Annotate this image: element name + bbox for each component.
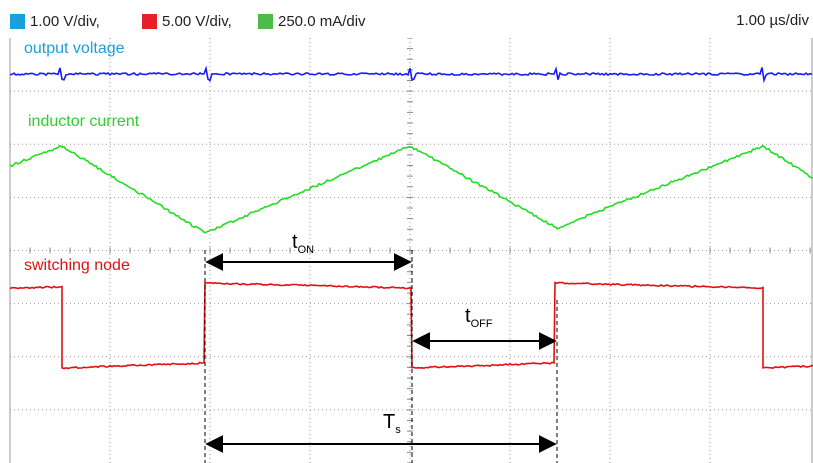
ts-label: Ts: [383, 411, 401, 436]
ton-label: tON: [292, 231, 314, 256]
channel-3-setting: 250.0 mA/div: [258, 12, 366, 30]
channel-2-color-swatch: [142, 14, 157, 29]
channel-2-scale: 5.00 V/div,: [162, 13, 232, 30]
timing-markers: tON tOFF Ts: [205, 231, 557, 463]
channel-3-scale: 250.0 mA/div: [278, 13, 366, 30]
inductor-current-label: inductor current: [28, 113, 140, 130]
channel-settings-bar: 1.00 V/div, 5.00 V/div, 250.0 mA/div 1.0…: [0, 0, 813, 40]
channel-3-color-swatch: [258, 14, 273, 29]
output-voltage-trace: [10, 68, 812, 81]
channel-2-setting: 5.00 V/div,: [142, 12, 232, 30]
timebase-readout: 1.00 µs/div: [736, 12, 809, 29]
channel-1-scale: 1.00 V/div,: [30, 13, 100, 30]
oscilloscope-display: output voltage inductor current switchin…: [0, 38, 813, 463]
channel-1-setting: 1.00 V/div,: [10, 12, 100, 30]
toff-label: tOFF: [465, 305, 493, 330]
switching-node-label: switching node: [24, 257, 130, 274]
output-voltage-label: output voltage: [24, 40, 125, 57]
channel-1-color-swatch: [10, 14, 25, 29]
inductor-current-trace: [10, 146, 813, 233]
